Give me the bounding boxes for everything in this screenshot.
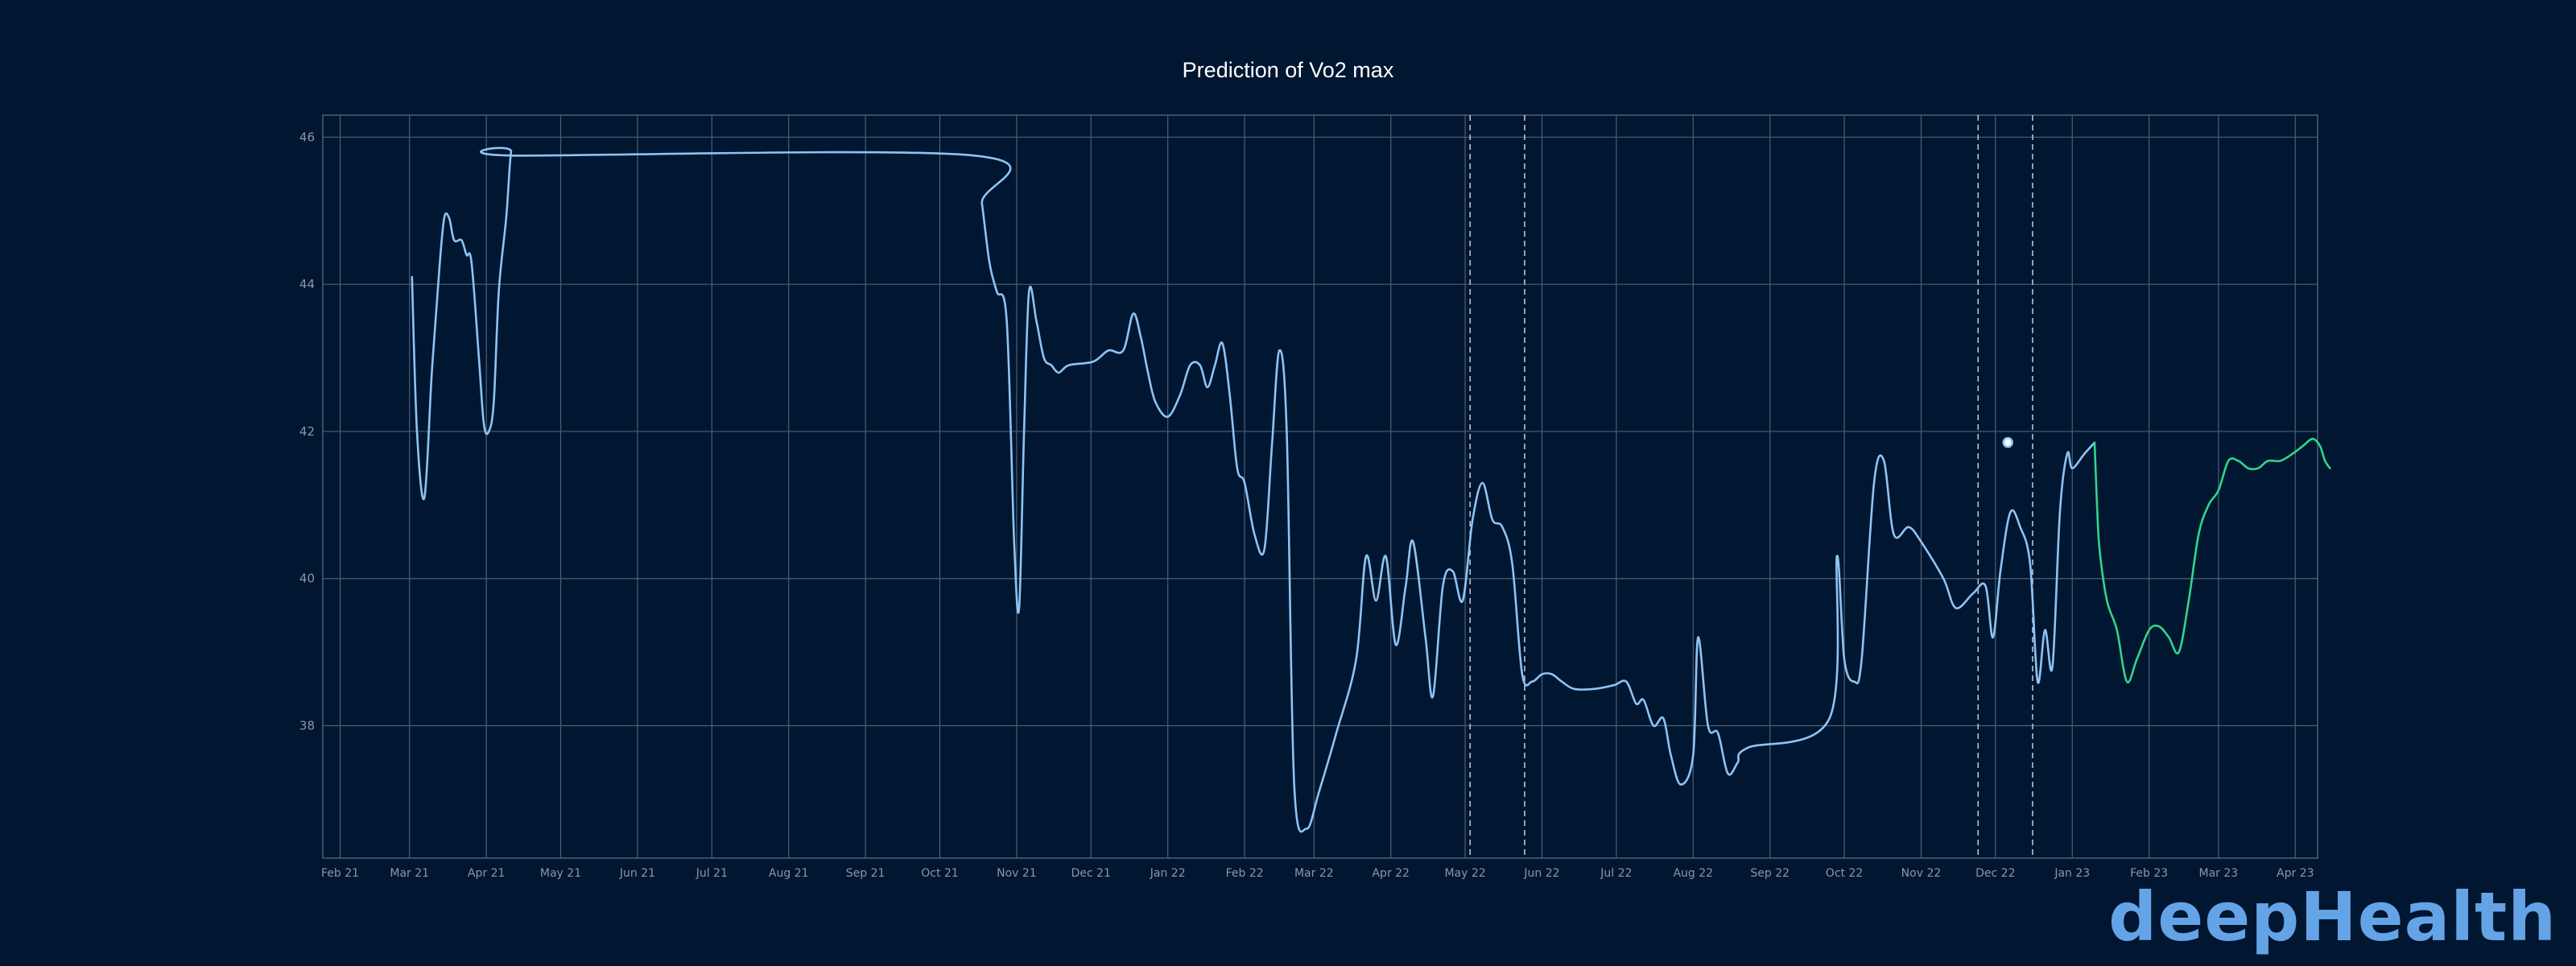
y-tick-label: 40 [299, 572, 315, 586]
prediction-series-line [2093, 437, 2331, 684]
x-tick-label: Dec 22 [1975, 867, 2015, 880]
x-tick-label: Nov 21 [997, 867, 1037, 880]
x-tick-label: Mar 22 [1294, 867, 1334, 880]
x-tick-label: May 22 [1444, 867, 1485, 880]
x-tick-label: Jan 22 [1150, 867, 1186, 880]
x-tick-label: Apr 21 [468, 867, 505, 880]
plot-frame [322, 114, 2318, 859]
x-tick-label: Aug 22 [1673, 867, 1713, 880]
x-tick-label: Jun 21 [619, 867, 655, 880]
x-tick-label: Feb 23 [2130, 867, 2168, 880]
x-tick-label: Jun 22 [1523, 867, 1559, 880]
x-tick-label: Mar 21 [390, 867, 429, 880]
current-point-marker [2002, 436, 2013, 448]
x-axis-ticks: Feb 21 Mar 21 Apr 21 May 21 Jun 21 Jul 21 Aug … [321, 867, 2314, 880]
x-tick-label: Nov 22 [1901, 867, 1942, 880]
brand-logo: deepHealth [2108, 877, 2557, 956]
x-tick-label: Feb 21 [321, 867, 359, 880]
x-tick-label: Oct 22 [1826, 867, 1863, 880]
history-series-line [411, 147, 2096, 833]
x-tick-label: Jul 21 [696, 867, 728, 880]
x-tick-label: Sep 21 [846, 867, 886, 880]
y-tick-label: 42 [299, 424, 315, 439]
x-tick-label: Sep 22 [1750, 867, 1790, 880]
chart-marker [2002, 436, 2013, 448]
x-tick-label: Jul 22 [1600, 867, 1632, 880]
x-tick-label: May 21 [540, 867, 581, 880]
x-tick-label: Feb 22 [1226, 867, 1264, 880]
x-tick-label: Oct 21 [921, 867, 958, 880]
x-tick-label: Jan 23 [2054, 867, 2090, 880]
chart-gridlines [322, 114, 2318, 859]
x-tick-label: Dec 21 [1071, 867, 1111, 880]
x-tick-label: Mar 23 [2199, 867, 2239, 880]
chart-title: Prediction of Vo2 max [1182, 58, 1394, 82]
y-tick-label: 46 [299, 130, 315, 144]
y-axis-ticks: 38 40 42 44 46 [299, 130, 315, 733]
y-tick-label: 44 [299, 277, 315, 291]
x-tick-label: Apr 23 [2277, 867, 2314, 880]
y-tick-label: 38 [299, 719, 315, 733]
x-tick-label: Apr 22 [1372, 867, 1409, 880]
chart-series [411, 147, 2331, 833]
x-tick-label: Aug 21 [769, 867, 809, 880]
